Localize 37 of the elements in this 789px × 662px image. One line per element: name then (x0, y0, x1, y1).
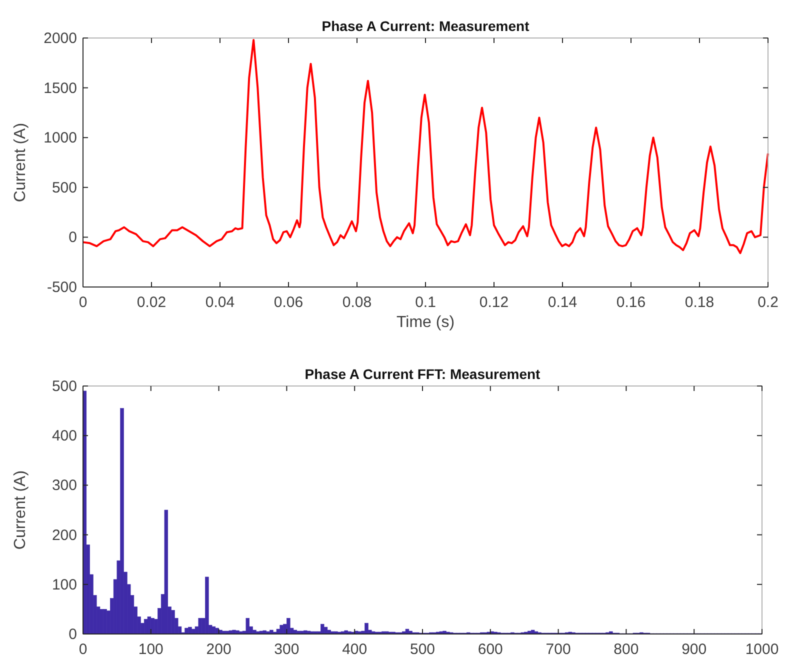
x-tick-label: 900 (682, 641, 707, 658)
y-tick-label: 2000 (44, 30, 77, 47)
y-axis-title: Current (A) (12, 470, 29, 550)
y-tick-label: 0 (68, 626, 77, 643)
y-tick-label: -500 (46, 279, 77, 296)
y-tick-label: 500 (52, 179, 77, 196)
x-tick-label: 0.02 (136, 294, 166, 311)
x-tick-label: 800 (614, 641, 639, 658)
x-tick-label: 0.2 (758, 294, 778, 311)
x-tick-label: 0.16 (616, 294, 646, 311)
chart-title: Phase A Current FFT: Measurement (304, 366, 541, 382)
y-tick-label: 1000 (44, 130, 77, 147)
chart-title: Phase A Current: Measurement (322, 18, 530, 34)
y-tick-label: 400 (52, 428, 77, 445)
y-tick-label: 1500 (44, 80, 77, 97)
x-tick-label: 0.04 (205, 294, 235, 311)
x-tick-label: 0.08 (342, 294, 372, 311)
x-tick-label: 700 (546, 641, 571, 658)
y-axis-title: Current (A) (12, 122, 29, 202)
y-tick-label: 0 (68, 229, 77, 246)
x-tick-label: 0.1 (415, 294, 436, 311)
x-tick-label: 0.18 (684, 294, 714, 311)
x-tick-label: 0.12 (479, 294, 509, 311)
x-tick-label: 1000 (745, 641, 779, 658)
x-tick-label: 600 (478, 641, 503, 658)
x-tick-label: 400 (342, 641, 368, 658)
x-tick-label: 0.14 (548, 294, 578, 311)
x-tick-label: 0.06 (274, 294, 304, 311)
x-axis-title: Time (s) (396, 314, 455, 331)
y-tick-label: 300 (52, 477, 77, 494)
y-tick-label: 100 (52, 576, 77, 594)
x-tick-label: 100 (138, 641, 164, 658)
x-tick-label: 500 (410, 641, 436, 658)
x-tick-label: 200 (206, 641, 232, 658)
y-tick-label: 500 (52, 378, 77, 395)
y-tick-label: 200 (52, 526, 77, 544)
x-tick-label: 300 (274, 641, 300, 658)
